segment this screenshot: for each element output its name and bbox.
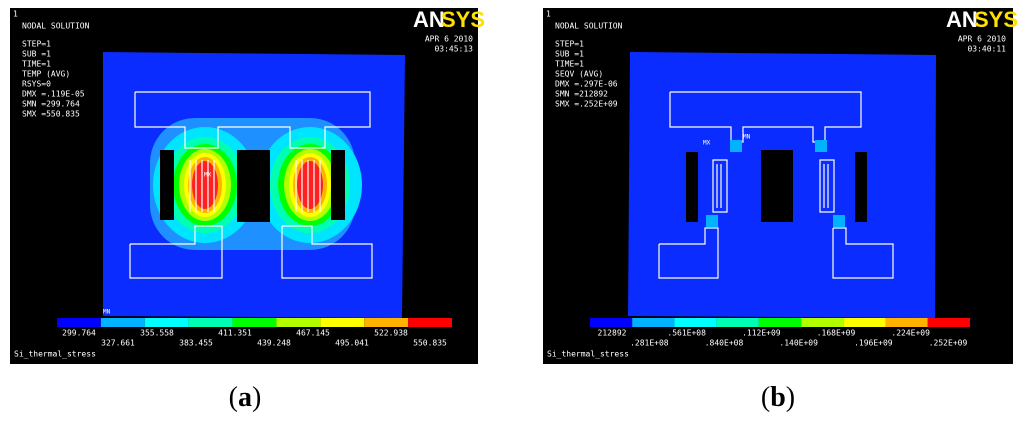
legend-swatch [408,318,452,327]
date: APR 6 2010 [425,35,473,44]
cavity [160,150,174,220]
id-label: 1 [546,10,551,19]
outlines [129,91,373,279]
legend-label: .840E+08 [705,339,744,348]
cavity [237,150,270,222]
caption-part: ) [252,382,261,413]
info-line: SMX =.252E+09 [555,100,618,109]
legend-label: .140E+09 [779,339,818,348]
legend-swatch [57,318,101,327]
legend-swatch [364,318,409,327]
marker: MX [703,140,711,147]
legend-swatch [758,318,802,327]
info-line: SMN =212892 [555,90,608,99]
legend-swatch [144,318,189,327]
stress-spots [706,140,845,227]
legend-swatch [232,318,277,327]
cavity [686,152,698,222]
legend-swatch [801,318,844,327]
legend-swatch [716,318,759,327]
legend-label: 495.041 [335,339,369,348]
info-line: SUB =1 [555,50,584,59]
info-line: SMN =299.764 [22,100,80,109]
time: 03:45:13 [434,45,473,54]
info-line: SEQV (AVG) [555,70,603,79]
id-label: 1 [13,10,18,19]
cavity [855,152,867,222]
info-line: TIME=1 [555,60,584,69]
outlines [658,91,894,279]
info-line: RSYS=0 [22,80,51,89]
marker: MN [103,309,111,316]
legend-label: .168E+09 [817,329,856,338]
legend-swatch [632,318,675,327]
info-line: SMX =550.835 [22,110,80,119]
title: NODAL SOLUTION [22,22,90,31]
legend-label: .561E+08 [667,329,706,338]
legend-swatch [927,318,970,327]
legend-swatch [188,318,233,327]
footer: Si_thermal_stress [547,350,629,359]
marker: MX [204,172,212,179]
info-line: TEMP (AVG) [22,70,70,79]
legend-swatch [100,318,145,327]
caption-part: ( [761,382,770,413]
legend-label: 411.351 [218,329,252,338]
legend-swatch [320,318,365,327]
info-line: STEP=1 [22,40,51,49]
logo: AN [413,7,445,32]
logo: AN [946,7,978,32]
legend-label: 522.938 [374,329,408,338]
caption-part: ) [786,382,795,413]
legend-label: 327.661 [101,339,135,348]
info-line: STEP=1 [555,40,584,49]
title: NODAL SOLUTION [555,22,623,31]
legend-swatch [276,318,321,327]
legend-swatch [590,318,633,327]
info-line: SUB =1 [22,50,51,59]
legend-label: .281E+08 [630,339,669,348]
legend-label: 212892 [598,329,627,338]
legend-label: 299.764 [62,329,96,338]
info-line: TIME=1 [22,60,51,69]
caption-part: b [770,382,786,413]
logo: SYS [974,7,1018,32]
legend-label: .112E+09 [742,329,781,338]
logo: SYS [441,7,485,32]
legend-swatch [885,318,928,327]
info-line: DMX =.297E-06 [555,80,618,89]
legend-label: .196E+09 [854,339,893,348]
legend-label: 550.835 [413,339,447,348]
caption: (b) [761,382,795,413]
caption-part: a [238,382,252,413]
legend-label: .252E+09 [929,339,968,348]
marker: MN [743,134,751,141]
caption-part: ( [229,382,238,413]
info-line: DMX =.119E-05 [22,90,85,99]
legend-label: 355.558 [140,329,174,338]
cavity [761,150,793,222]
caption: (a) [229,382,262,413]
footer: Si_thermal_stress [14,350,96,359]
cavity [331,150,345,220]
legend-label: 383.455 [179,339,213,348]
legend-label: .224E+09 [891,329,930,338]
legend-swatch [843,318,886,327]
legend-swatch [674,318,717,327]
legend-label: 467.145 [296,329,330,338]
date: APR 6 2010 [958,35,1006,44]
legend-label: 439.248 [257,339,291,348]
time: 03:40:11 [967,45,1006,54]
